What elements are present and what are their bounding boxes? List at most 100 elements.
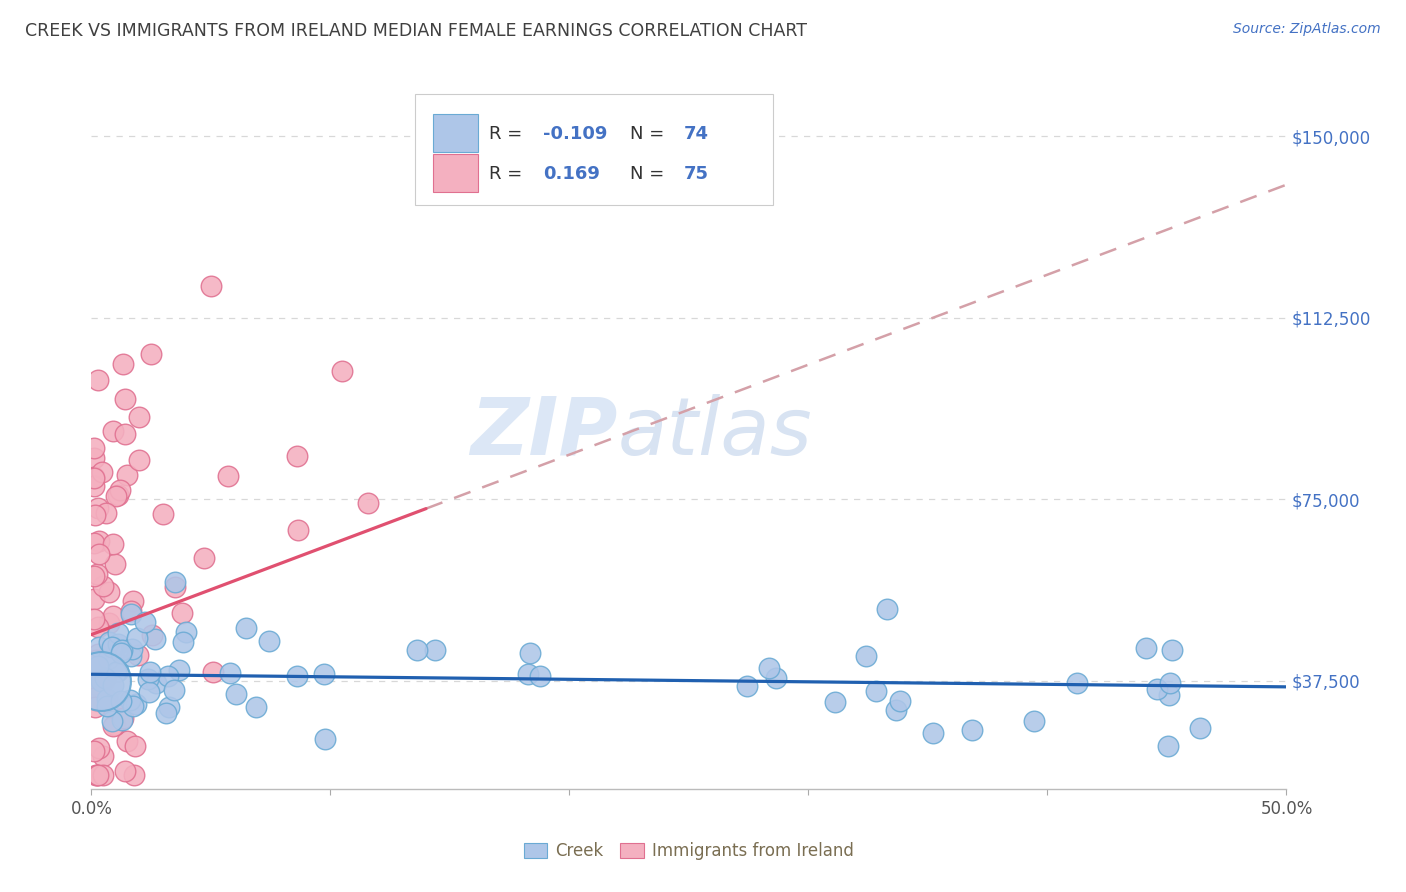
Creek [855,648,877,663]
Creek [219,665,242,680]
Immigrants from Ireland [202,665,225,680]
Immigrants from Ireland [332,364,354,378]
Creek [165,575,187,590]
Immigrants from Ireland [285,450,308,464]
Text: 74: 74 [683,125,709,143]
Immigrants from Ireland [86,768,108,782]
Text: Source: ZipAtlas.com: Source: ZipAtlas.com [1233,22,1381,37]
Immigrants from Ireland [114,427,136,442]
Immigrants from Ireland [127,648,149,663]
Immigrants from Ireland [111,357,134,371]
Immigrants from Ireland [141,628,163,642]
Immigrants from Ireland [97,585,120,599]
Creek [1157,688,1180,702]
Immigrants from Ireland [287,523,309,537]
Creek [423,642,446,657]
Immigrants from Ireland [357,496,380,510]
Creek [405,643,427,657]
Immigrants from Ireland [84,653,107,667]
Creek [100,714,122,729]
Creek [110,714,132,728]
Immigrants from Ireland [108,483,131,498]
Immigrants from Ireland [83,677,105,691]
Immigrants from Ireland [86,566,108,581]
Immigrants from Ireland [101,719,124,733]
Creek [529,669,551,683]
Creek [245,699,267,714]
Creek [155,706,177,720]
Immigrants from Ireland [111,711,134,725]
Immigrants from Ireland [121,594,143,608]
Immigrants from Ireland [83,612,105,626]
Text: CREEK VS IMMIGRANTS FROM IRELAND MEDIAN FEMALE EARNINGS CORRELATION CHART: CREEK VS IMMIGRANTS FROM IRELAND MEDIAN … [25,22,807,40]
Creek [139,665,162,679]
Creek [1066,676,1088,690]
Immigrants from Ireland [83,450,105,465]
Immigrants from Ireland [165,580,187,594]
Creek [1189,721,1212,735]
Creek [107,626,129,640]
Immigrants from Ireland [83,699,105,714]
Immigrants from Ireland [87,373,110,387]
Immigrants from Ireland [114,764,136,779]
Immigrants from Ireland [141,347,162,361]
Immigrants from Ireland [103,537,125,551]
Immigrants from Ireland [93,674,115,689]
Immigrants from Ireland [83,660,105,674]
Immigrants from Ireland [193,551,215,566]
Immigrants from Ireland [128,453,150,467]
Creek [98,635,121,649]
Creek [517,667,540,681]
Creek [824,695,846,709]
Creek [122,698,145,713]
Immigrants from Ireland [96,507,118,521]
Immigrants from Ireland [86,620,108,634]
Immigrants from Ireland [101,608,124,623]
Immigrants from Ireland [86,500,108,515]
Creek [312,666,335,681]
Immigrants from Ireland [97,692,120,706]
Creek [134,615,156,629]
Immigrants from Ireland [87,768,110,782]
Creek [110,646,132,660]
Immigrants from Ireland [83,657,105,671]
Creek [156,669,179,683]
Creek [865,683,887,698]
Creek [876,601,898,615]
Immigrants from Ireland [105,489,128,503]
Creek [886,703,908,717]
Creek [259,633,281,648]
Immigrants from Ireland [97,615,120,630]
Immigrants from Ireland [83,569,105,583]
Immigrants from Ireland [115,734,138,748]
Immigrants from Ireland [101,699,124,714]
Creek [172,635,194,649]
Creek [143,632,166,647]
Immigrants from Ireland [217,469,239,483]
Immigrants from Ireland [120,604,142,618]
Immigrants from Ireland [87,647,110,661]
Point [90,673,112,688]
Text: R =: R = [489,165,534,183]
Immigrants from Ireland [91,579,114,593]
Creek [174,625,197,640]
Creek [1022,714,1045,729]
Creek [94,671,117,685]
Creek [138,685,160,699]
Creek [1135,640,1157,655]
Immigrants from Ireland [83,479,105,493]
Text: atlas: atlas [617,393,813,472]
Text: N =: N = [630,125,669,143]
Text: 0.169: 0.169 [543,165,599,183]
Creek [107,637,129,651]
Immigrants from Ireland [84,508,107,522]
Creek [735,679,758,693]
Immigrants from Ireland [83,442,105,456]
Immigrants from Ireland [172,607,194,621]
Creek [96,699,118,714]
Immigrants from Ireland [152,507,174,521]
Immigrants from Ireland [83,592,105,607]
Immigrants from Ireland [83,469,105,483]
Creek [105,665,128,680]
Creek [86,658,108,673]
